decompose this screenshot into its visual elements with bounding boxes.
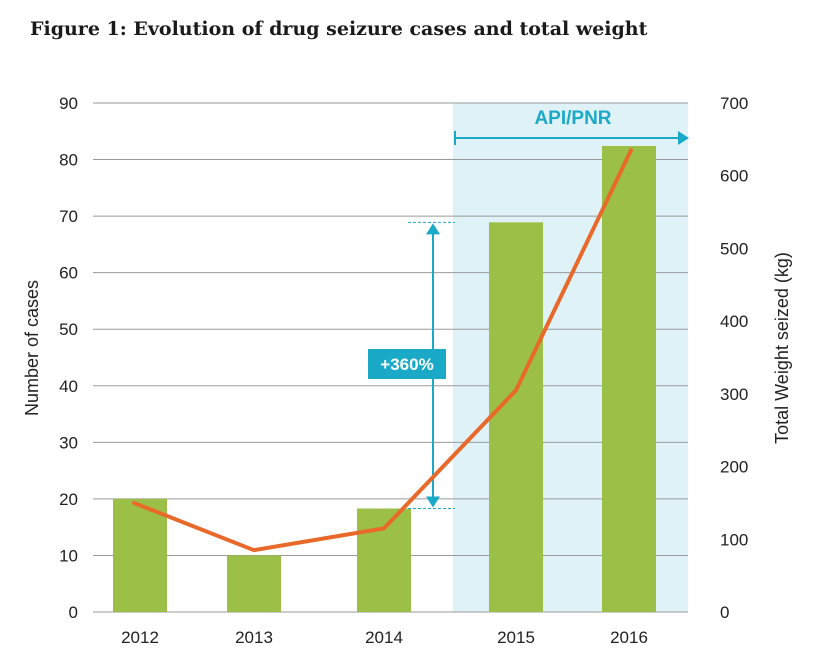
- annotation-badge: [368, 349, 446, 379]
- y-tick-left-50: 50: [59, 320, 78, 339]
- x-tick-2014: 2014: [365, 628, 403, 647]
- y-tick-right-700: 700: [720, 94, 748, 113]
- y-tick-left-90: 90: [59, 94, 78, 113]
- bar-2013: [227, 555, 281, 612]
- y-tick-right-300: 300: [720, 385, 748, 404]
- x-tick-2015: 2015: [497, 628, 535, 647]
- y-axis-label-left: Number of cases: [22, 280, 42, 416]
- y-tick-left-20: 20: [59, 490, 78, 509]
- y-tick-right-400: 400: [720, 312, 748, 331]
- y-tick-left-10: 10: [59, 546, 78, 565]
- y-tick-right-200: 200: [720, 458, 748, 477]
- y-tick-right-0: 0: [720, 603, 729, 622]
- y-tick-left-70: 70: [59, 207, 78, 226]
- y-tick-left-60: 60: [59, 264, 78, 283]
- x-tick-2012: 2012: [121, 628, 159, 647]
- chart-title: Figure 1: Evolution of drug seizure case…: [30, 18, 648, 40]
- y-tick-left-80: 80: [59, 151, 78, 170]
- bar-2015: [489, 222, 543, 613]
- y-tick-right-600: 600: [720, 167, 748, 186]
- bar-2014: [357, 508, 411, 612]
- x-tick-2016: 2016: [610, 628, 648, 647]
- y-tick-left-0: 0: [69, 603, 78, 622]
- y-tick-left-40: 40: [59, 377, 78, 396]
- y-tick-left-30: 30: [59, 433, 78, 452]
- annotation-arrow-up-head: [426, 223, 440, 235]
- api-pnr-label: API/PNR: [534, 108, 611, 129]
- bar-2016: [602, 145, 656, 612]
- bar-2012: [113, 498, 167, 612]
- annotation-arrow-down-head: [426, 496, 440, 508]
- annotation-label: +360%: [380, 355, 433, 374]
- weight-line: [132, 148, 633, 553]
- x-tick-2013: 2013: [235, 628, 273, 647]
- y-tick-right-100: 100: [720, 530, 748, 549]
- y-axis-label-right: Total Weight seized (kg): [772, 252, 792, 444]
- api-pnr-arrow-head: [678, 131, 689, 145]
- y-tick-right-500: 500: [720, 239, 748, 258]
